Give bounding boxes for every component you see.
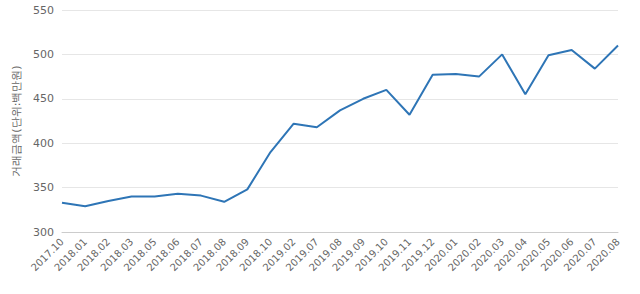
- svg-text:2019.09: 2019.09: [330, 236, 368, 274]
- svg-text:500: 500: [33, 48, 54, 61]
- svg-text:2018.02: 2018.02: [75, 236, 113, 274]
- svg-text:450: 450: [33, 92, 54, 105]
- svg-text:2018.01: 2018.01: [52, 236, 90, 274]
- svg-text:2019.11: 2019.11: [376, 236, 414, 274]
- svg-text:2020.01: 2020.01: [422, 236, 460, 274]
- svg-text:2019.10: 2019.10: [353, 236, 391, 274]
- svg-text:2018.03: 2018.03: [98, 236, 136, 274]
- svg-text:거래금액(단위:백만원): 거래금액(단위:백만원): [10, 65, 23, 176]
- svg-text:2018.08: 2018.08: [191, 236, 229, 274]
- svg-text:2019.07: 2019.07: [283, 236, 321, 274]
- svg-text:2020.08: 2020.08: [585, 236, 622, 273]
- svg-text:400: 400: [33, 137, 54, 150]
- svg-text:2019.12: 2019.12: [399, 236, 437, 274]
- svg-text:2017.10: 2017.10: [28, 236, 66, 274]
- svg-text:2018.06: 2018.06: [144, 236, 182, 274]
- svg-text:2018.10: 2018.10: [237, 236, 275, 274]
- svg-text:2019.02: 2019.02: [260, 236, 298, 274]
- svg-text:2020.03: 2020.03: [469, 236, 507, 274]
- svg-text:2020.07: 2020.07: [561, 236, 599, 274]
- svg-text:2020.04: 2020.04: [492, 236, 530, 274]
- svg-text:2020.02: 2020.02: [445, 236, 483, 274]
- svg-text:2019.08: 2019.08: [306, 236, 344, 274]
- svg-text:2018.09: 2018.09: [214, 236, 252, 274]
- svg-text:2018.05: 2018.05: [121, 236, 159, 274]
- svg-text:300: 300: [33, 226, 54, 239]
- svg-text:350: 350: [33, 181, 54, 194]
- svg-text:2020.06: 2020.06: [538, 236, 576, 274]
- svg-text:550: 550: [33, 4, 54, 17]
- svg-text:2018.07: 2018.07: [167, 236, 205, 274]
- svg-text:2020.05: 2020.05: [515, 236, 553, 274]
